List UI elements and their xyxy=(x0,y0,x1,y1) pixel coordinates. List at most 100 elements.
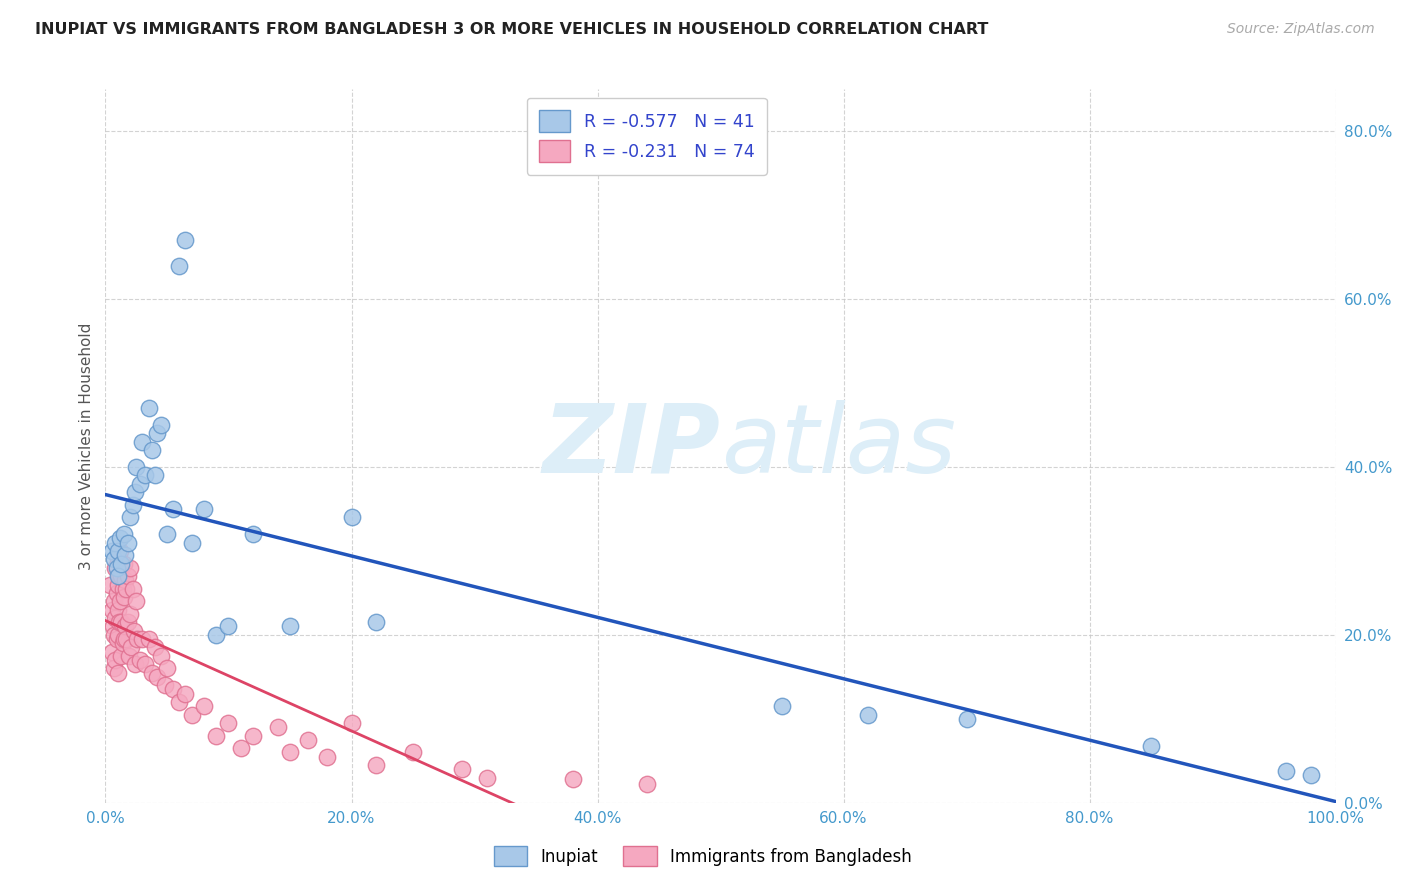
Point xyxy=(117,615,139,630)
Point xyxy=(451,762,474,776)
Point xyxy=(104,611,127,625)
Point xyxy=(107,628,129,642)
Point xyxy=(340,716,363,731)
Point xyxy=(297,732,319,747)
Point xyxy=(105,586,128,600)
Text: INUPIAT VS IMMIGRANTS FROM BANGLADESH 3 OR MORE VEHICLES IN HOUSEHOLD CORRELATIO: INUPIAT VS IMMIGRANTS FROM BANGLADESH 3 … xyxy=(35,22,988,37)
Point xyxy=(366,615,388,630)
Point xyxy=(858,707,880,722)
Point xyxy=(118,648,141,663)
Point xyxy=(108,615,131,630)
Point xyxy=(162,682,184,697)
Point xyxy=(127,632,149,646)
Point xyxy=(120,510,141,524)
Point xyxy=(1275,764,1298,778)
Point xyxy=(278,619,301,633)
Point xyxy=(124,485,146,500)
Point xyxy=(156,661,179,675)
Point xyxy=(104,535,127,549)
Point xyxy=(146,670,169,684)
Point xyxy=(636,777,658,791)
Point xyxy=(1301,768,1323,782)
Point xyxy=(104,653,127,667)
Point xyxy=(193,502,215,516)
Point xyxy=(141,443,163,458)
Point xyxy=(103,594,125,608)
Point xyxy=(117,569,139,583)
Point xyxy=(242,729,264,743)
Point xyxy=(180,707,202,722)
Point xyxy=(315,749,337,764)
Point xyxy=(104,560,127,574)
Point xyxy=(114,548,136,562)
Point xyxy=(131,434,153,449)
Point xyxy=(138,401,160,416)
Text: ZIP: ZIP xyxy=(543,400,721,492)
Point xyxy=(174,687,197,701)
Point xyxy=(205,628,228,642)
Point xyxy=(115,632,138,646)
Point xyxy=(193,699,215,714)
Point xyxy=(242,527,264,541)
Point xyxy=(366,758,388,772)
Point xyxy=(143,468,166,483)
Point xyxy=(110,569,132,583)
Point xyxy=(98,577,122,591)
Point xyxy=(111,582,134,596)
Point xyxy=(138,632,160,646)
Point xyxy=(169,259,191,273)
Point xyxy=(205,729,228,743)
Point xyxy=(124,657,146,672)
Point xyxy=(122,624,145,638)
Point xyxy=(134,657,156,672)
Point xyxy=(562,772,585,787)
Point xyxy=(218,619,240,633)
Point xyxy=(174,233,197,247)
Point xyxy=(143,640,166,655)
Text: Source: ZipAtlas.com: Source: ZipAtlas.com xyxy=(1227,22,1375,37)
Point xyxy=(956,712,979,726)
Point xyxy=(110,532,132,546)
Point xyxy=(267,720,290,734)
Point xyxy=(107,569,129,583)
Point xyxy=(115,582,138,596)
Point xyxy=(110,615,132,630)
Point xyxy=(110,594,132,608)
Point xyxy=(153,678,176,692)
Point xyxy=(131,632,153,646)
Point xyxy=(111,636,134,650)
Point xyxy=(141,665,163,680)
Point xyxy=(110,557,132,571)
Point xyxy=(125,460,148,475)
Point xyxy=(1140,739,1163,753)
Point xyxy=(162,502,184,516)
Point xyxy=(110,648,132,663)
Point xyxy=(108,569,131,583)
Point xyxy=(103,552,125,566)
Point xyxy=(105,560,128,574)
Point xyxy=(149,417,172,432)
Point xyxy=(278,746,301,760)
Point xyxy=(100,544,122,558)
Point xyxy=(100,645,122,659)
Point xyxy=(129,653,152,667)
Point xyxy=(100,603,122,617)
Point xyxy=(107,603,129,617)
Point xyxy=(107,577,129,591)
Point xyxy=(107,665,129,680)
Point xyxy=(402,746,425,760)
Y-axis label: 3 or more Vehicles in Household: 3 or more Vehicles in Household xyxy=(79,322,94,570)
Point xyxy=(129,476,152,491)
Point xyxy=(180,535,202,549)
Point xyxy=(112,632,135,646)
Point xyxy=(114,619,136,633)
Legend: Inupiat, Immigrants from Bangladesh: Inupiat, Immigrants from Bangladesh xyxy=(488,839,918,873)
Point xyxy=(134,468,156,483)
Point xyxy=(112,557,135,571)
Point xyxy=(229,741,252,756)
Point xyxy=(340,510,363,524)
Point xyxy=(156,527,179,541)
Point xyxy=(121,582,143,596)
Point xyxy=(218,716,240,731)
Point xyxy=(105,632,128,646)
